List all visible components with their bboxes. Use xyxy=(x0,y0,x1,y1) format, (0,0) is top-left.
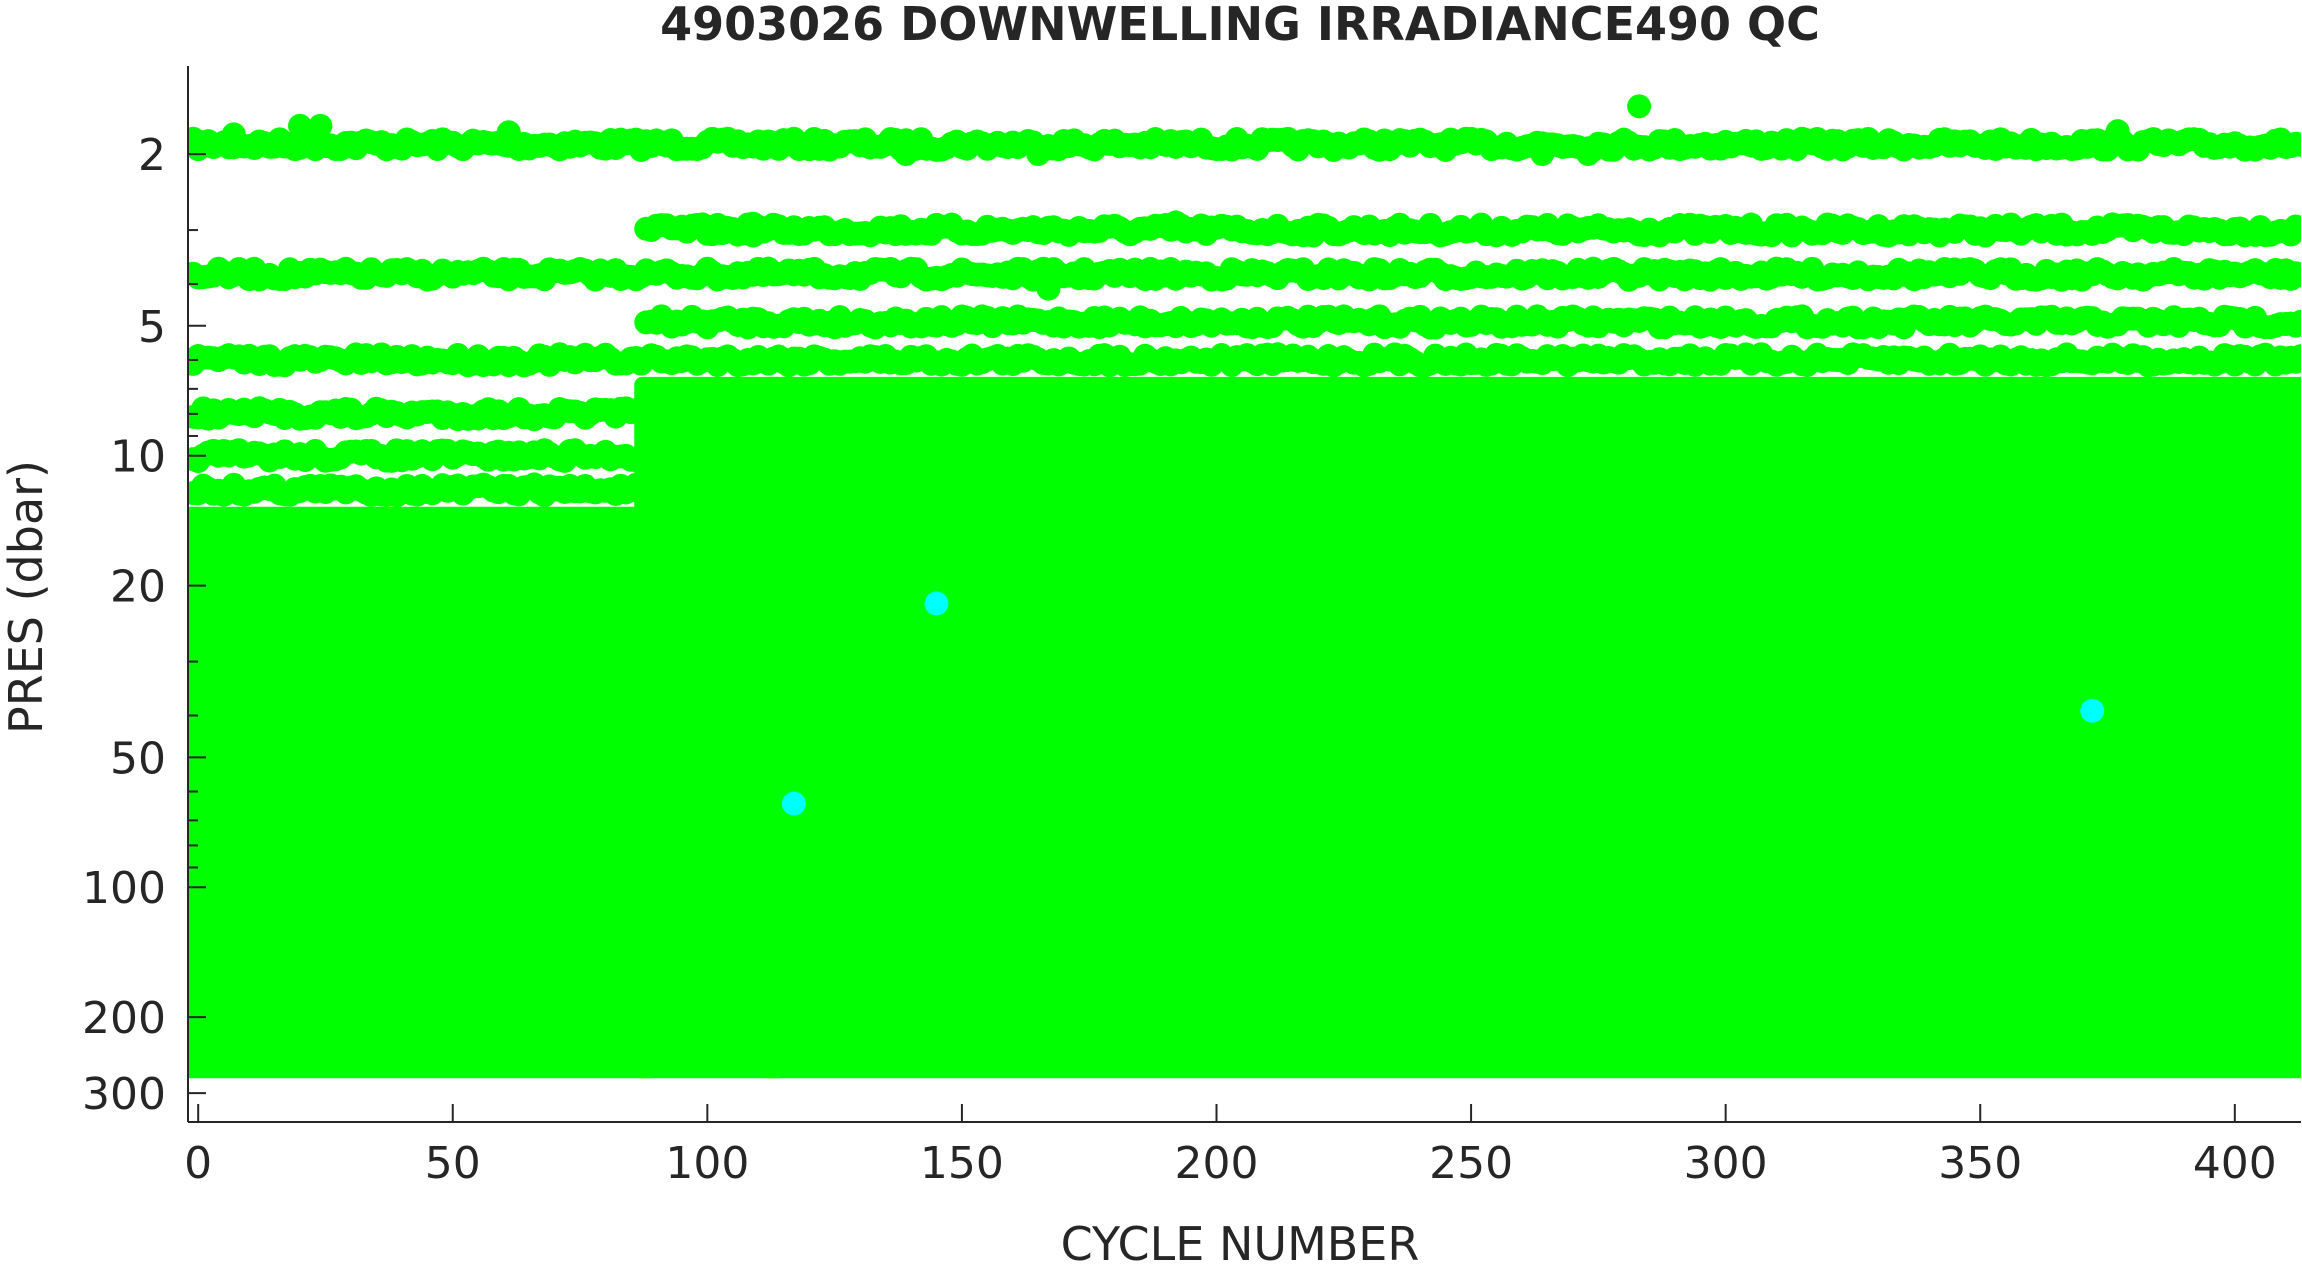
data-point xyxy=(2289,309,2301,334)
x-tick-label: 200 xyxy=(1175,1138,1259,1189)
x-tick-label: 400 xyxy=(2193,1138,2277,1189)
y-tick-label: 50 xyxy=(110,733,166,784)
data-point xyxy=(1163,210,1188,235)
data-point xyxy=(288,113,313,138)
data-point xyxy=(1026,142,1051,167)
y-axis-label: PRES (dbar) xyxy=(0,460,53,734)
y-tick-label: 300 xyxy=(82,1069,166,1120)
x-tick-label: 250 xyxy=(1429,1138,1513,1189)
y-tick-label: 100 xyxy=(82,863,166,914)
x-tick-label: 100 xyxy=(665,1138,749,1189)
y-tick-label: 200 xyxy=(82,993,166,1044)
data-point xyxy=(634,440,659,465)
data-block xyxy=(634,376,786,1079)
chart-title: 4903026 DOWNWELLING IRRADIANCE490 QC xyxy=(660,0,1820,51)
y-tick-label: 10 xyxy=(110,432,166,483)
x-tick-label: 300 xyxy=(1684,1138,1768,1189)
data-point xyxy=(221,122,246,147)
data-point xyxy=(2105,119,2130,144)
data-point xyxy=(2289,344,2301,369)
data-point xyxy=(1627,94,1652,119)
y-tick-label: 5 xyxy=(138,302,166,353)
data-marks xyxy=(188,94,2301,1079)
data-point xyxy=(634,403,659,428)
axes: 0 50 100 150 200 250 300 350 400 2 5 10 20 50 100 200 30… xyxy=(82,66,2301,1189)
data-point xyxy=(2289,217,2301,242)
data-point xyxy=(1036,276,1061,301)
data-point xyxy=(1530,142,1555,167)
data-block xyxy=(188,506,659,1079)
x-tick-label: 350 xyxy=(1938,1138,2022,1189)
data-point xyxy=(634,475,659,500)
x-axis-label: CYCLE NUMBER xyxy=(1061,1217,1420,1269)
data-point xyxy=(1576,142,1601,167)
y-tick-label: 20 xyxy=(110,562,166,613)
data-point xyxy=(2289,263,2301,288)
x-tick-label: 0 xyxy=(184,1138,212,1189)
qc2-point xyxy=(924,591,949,616)
qc2-point xyxy=(781,791,806,816)
x-tick-label: 50 xyxy=(425,1138,481,1189)
data-point xyxy=(308,113,333,138)
data-point xyxy=(2289,132,2301,157)
x-tick-label: 150 xyxy=(920,1138,1004,1189)
data-point xyxy=(893,142,918,167)
data-point xyxy=(496,120,521,145)
data-point xyxy=(741,211,766,236)
y-tick-label: 2 xyxy=(138,130,166,181)
data-point xyxy=(313,259,338,284)
qc2-point xyxy=(2080,698,2105,723)
data-block xyxy=(761,376,2301,1079)
